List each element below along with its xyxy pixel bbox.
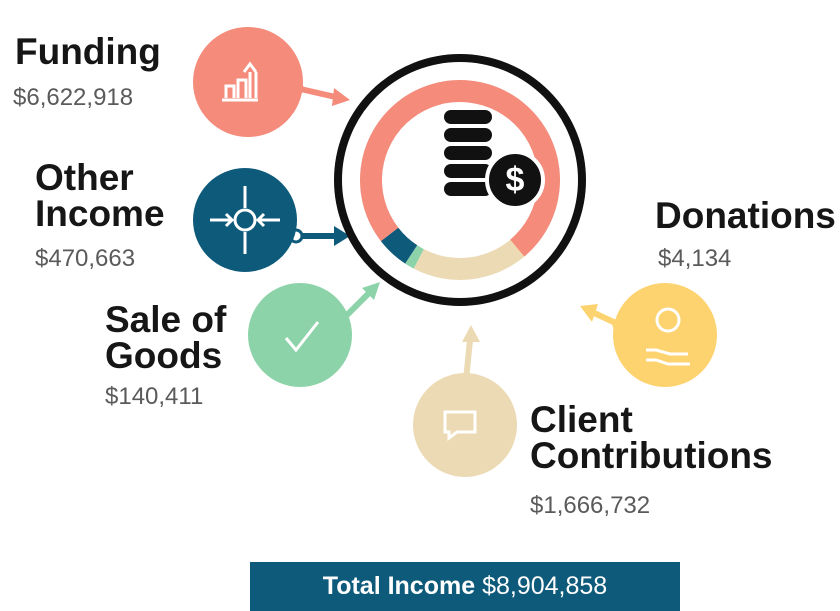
total-label: Total Income	[322, 572, 476, 600]
label: Sale of Goods	[105, 299, 227, 376]
donut	[359, 79, 560, 281]
total: Total Income $8,904,858	[250, 562, 680, 611]
segment	[405, 245, 424, 269]
outer-ring	[334, 54, 586, 306]
total-value: $8,904,858	[482, 572, 608, 600]
value-label: $140,411	[105, 383, 204, 410]
svg-text:$: $	[506, 161, 525, 199]
label: Donations	[655, 195, 836, 236]
icons	[193, 27, 717, 477]
value-label: $470,663	[35, 245, 136, 272]
label: Client Contributions	[530, 399, 773, 476]
label: Other Income	[35, 157, 165, 234]
segment	[359, 79, 560, 257]
center-icon: $	[444, 110, 545, 210]
segment	[509, 239, 525, 257]
value-label: $6,622,918	[13, 84, 134, 111]
segment	[413, 239, 525, 281]
value-label: $1,666,732	[530, 492, 651, 519]
segment	[380, 227, 418, 264]
label: Funding	[15, 31, 161, 72]
value-label: $4,134	[658, 245, 732, 272]
